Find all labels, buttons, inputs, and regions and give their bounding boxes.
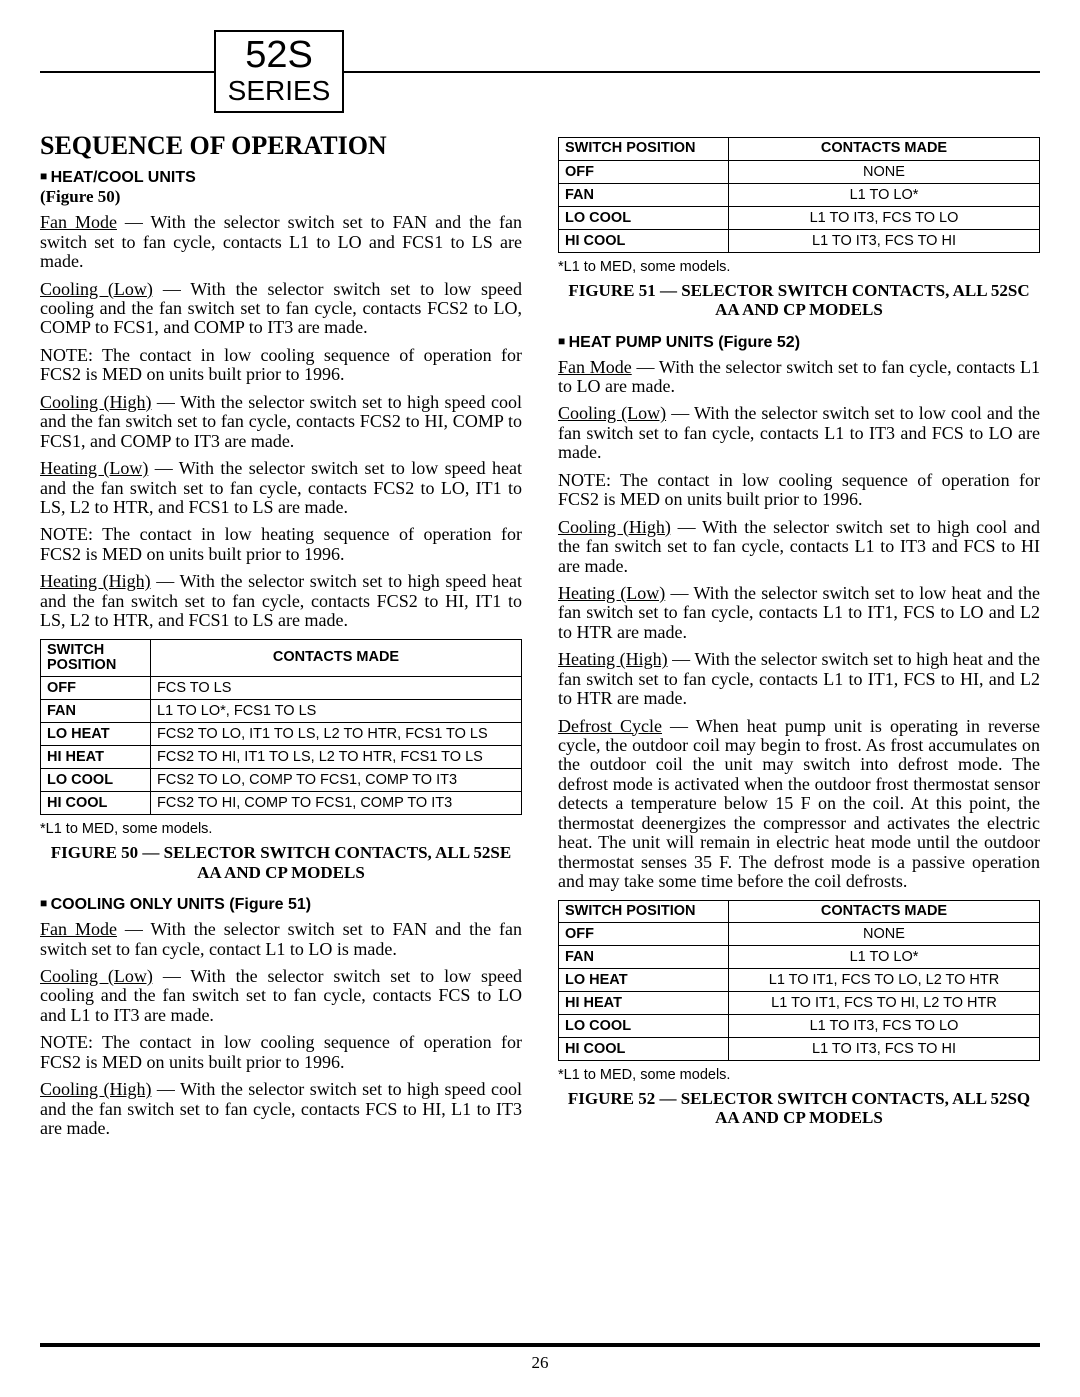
fig52-caption: FIGURE 52 — SELECTOR SWITCH CONTACTS, AL… bbox=[558, 1089, 1040, 1128]
hp-fanmode: Fan Mode — With the selector switch set … bbox=[558, 358, 1040, 397]
hc-coollow: Cooling (Low) — With the selector switch… bbox=[40, 280, 522, 338]
table-51: SWITCH POSITION CONTACTS MADE OFFNONE FA… bbox=[558, 137, 1040, 252]
co-coolhigh: Cooling (High) — With the selector switc… bbox=[40, 1080, 522, 1138]
hp-defrost: Defrost Cycle — When heat pump unit is o… bbox=[558, 717, 1040, 892]
hp-coollow: Cooling (Low) — With the selector switch… bbox=[558, 404, 1040, 462]
left-column: SEQUENCE OF OPERATION HEAT/COOL UNITS (F… bbox=[40, 131, 522, 1146]
heatcool-heading: HEAT/COOL UNITS bbox=[40, 169, 522, 187]
table-row: FANL1 TO LO* bbox=[559, 945, 1040, 968]
badge-bottom: SERIES bbox=[216, 76, 342, 105]
section-title: SEQUENCE OF OPERATION bbox=[40, 131, 522, 161]
t52-h2: CONTACTS MADE bbox=[729, 900, 1040, 922]
hp-heathigh: Heating (High) — With the selector switc… bbox=[558, 650, 1040, 708]
page-number: 26 bbox=[0, 1353, 1080, 1373]
fig51-caption: FIGURE 51 — SELECTOR SWITCH CONTACTS, AL… bbox=[558, 281, 1040, 320]
rule-right bbox=[344, 71, 1040, 73]
table-row: FANL1 TO LO* bbox=[559, 183, 1040, 206]
table-row: HI COOLFCS2 TO HI, COMP TO FCS1, COMP TO… bbox=[41, 792, 522, 815]
table-row: OFFNONE bbox=[559, 922, 1040, 945]
t50-h2: CONTACTS MADE bbox=[151, 639, 522, 676]
table-row: OFFNONE bbox=[559, 160, 1040, 183]
t52-note: *L1 to MED, some models. bbox=[558, 1067, 1040, 1083]
fig50-caption: FIGURE 50 — SELECTOR SWITCH CONTACTS, AL… bbox=[40, 843, 522, 882]
table-52: SWITCH POSITION CONTACTS MADE OFFNONE FA… bbox=[558, 900, 1040, 1061]
heatpump-heading: HEAT PUMP UNITS (Figure 52) bbox=[558, 334, 1040, 352]
table-row: HI HEATL1 TO IT1, FCS TO HI, L2 TO HTR bbox=[559, 991, 1040, 1014]
co-note1: NOTE: The contact in low cooling sequenc… bbox=[40, 1033, 522, 1072]
table-row: OFFFCS TO LS bbox=[41, 677, 522, 700]
t52-h1: SWITCH POSITION bbox=[559, 900, 729, 922]
table-row: LO HEATL1 TO IT1, FCS TO LO, L2 TO HTR bbox=[559, 968, 1040, 991]
hc-fanmode: Fan Mode — With the selector switch set … bbox=[40, 213, 522, 271]
right-column: SWITCH POSITION CONTACTS MADE OFFNONE FA… bbox=[558, 131, 1040, 1146]
series-badge-row: 52S SERIES bbox=[40, 30, 1040, 113]
bottom-rule bbox=[40, 1343, 1040, 1347]
t51-note: *L1 to MED, some models. bbox=[558, 259, 1040, 275]
table-row: LO HEATFCS2 TO LO, IT1 TO LS, L2 TO HTR,… bbox=[41, 723, 522, 746]
co-coollow: Cooling (Low) — With the selector switch… bbox=[40, 967, 522, 1025]
hc-coolhigh: Cooling (High) — With the selector switc… bbox=[40, 393, 522, 451]
hc-heathigh: Heating (High) — With the selector switc… bbox=[40, 572, 522, 630]
hc-note1: NOTE: The contact in low cooling sequenc… bbox=[40, 346, 522, 385]
table-row: LO COOLFCS2 TO LO, COMP TO FCS1, COMP TO… bbox=[41, 769, 522, 792]
t50-note: *L1 to MED, some models. bbox=[40, 821, 522, 837]
co-fanmode: Fan Mode — With the selector switch set … bbox=[40, 920, 522, 959]
t51-h1: SWITCH POSITION bbox=[559, 138, 729, 160]
table-row: LO COOLL1 TO IT3, FCS TO LO bbox=[559, 1014, 1040, 1037]
table-50: SWITCH POSITION CONTACTS MADE OFFFCS TO … bbox=[40, 639, 522, 815]
t50-h1: SWITCH POSITION bbox=[41, 639, 151, 676]
figure-ref-50: (Figure 50) bbox=[40, 187, 522, 207]
hp-coolhigh: Cooling (High) — With the selector switc… bbox=[558, 518, 1040, 576]
hc-heatlow: Heating (Low) — With the selector switch… bbox=[40, 459, 522, 517]
badge-top: 52S bbox=[216, 36, 342, 76]
hp-note1: NOTE: The contact in low cooling sequenc… bbox=[558, 471, 1040, 510]
series-badge: 52S SERIES bbox=[214, 30, 344, 113]
coolingonly-heading: COOLING ONLY UNITS (Figure 51) bbox=[40, 896, 522, 914]
table-row: HI HEATFCS2 TO HI, IT1 TO LS, L2 TO HTR,… bbox=[41, 746, 522, 769]
t51-h2: CONTACTS MADE bbox=[729, 138, 1040, 160]
table-row: HI COOLL1 TO IT3, FCS TO HI bbox=[559, 1037, 1040, 1060]
table-row: HI COOLL1 TO IT3, FCS TO HI bbox=[559, 229, 1040, 252]
hp-heatlow: Heating (Low) — With the selector switch… bbox=[558, 584, 1040, 642]
hc-note2: NOTE: The contact in low heating sequenc… bbox=[40, 525, 522, 564]
rule-left bbox=[40, 71, 214, 73]
table-row: LO COOLL1 TO IT3, FCS TO LO bbox=[559, 206, 1040, 229]
table-row: FANL1 TO LO*, FCS1 TO LS bbox=[41, 700, 522, 723]
